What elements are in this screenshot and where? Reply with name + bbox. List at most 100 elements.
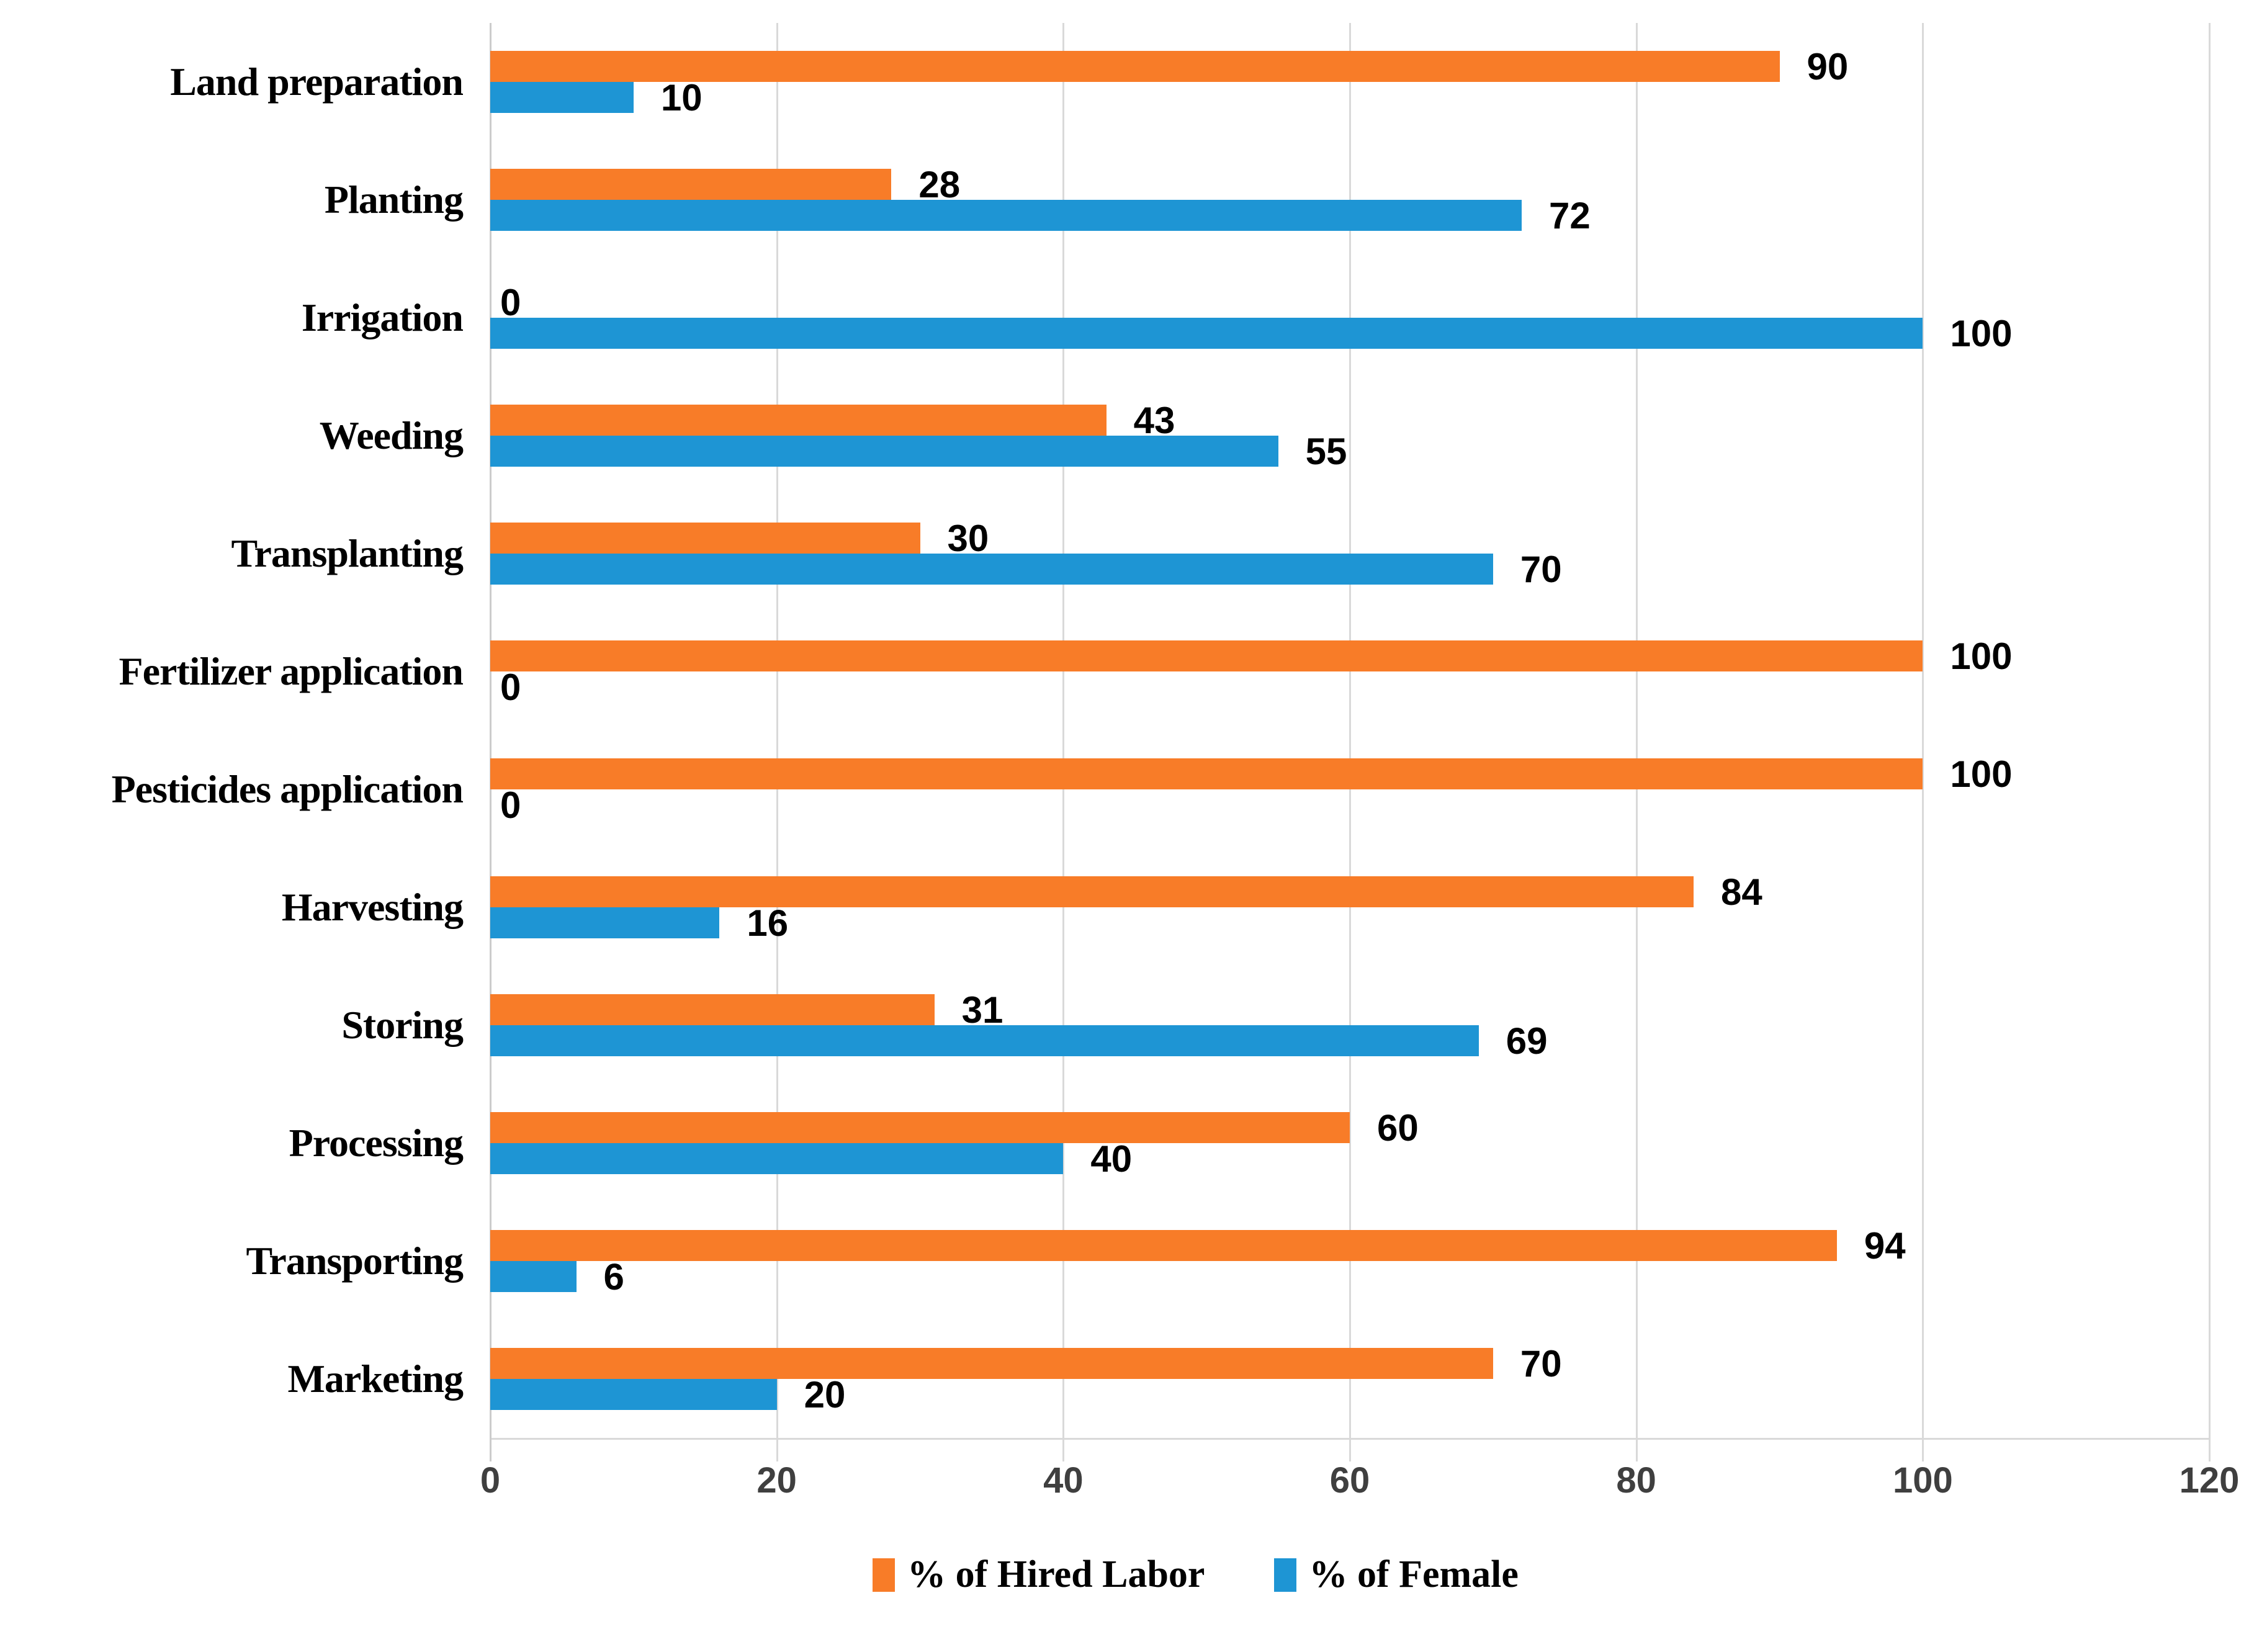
data-label: 100: [1950, 635, 2013, 677]
x-axis-tick-labels: 0 20 40 60 80 100 120: [480, 1460, 2240, 1509]
category-label: Processing: [289, 1121, 464, 1165]
bar-row: 31 69: [490, 966, 2209, 1084]
bar-line: 43: [490, 400, 2209, 441]
data-label: 31: [961, 989, 1003, 1031]
gridline: [1349, 23, 1351, 1461]
bar-line: 70: [490, 1343, 2209, 1385]
bar-line: 90: [490, 46, 2209, 88]
legend-label-female: % of Female: [1309, 1553, 1519, 1596]
category-label: Fertilizer application: [119, 649, 464, 694]
data-label: 40: [1090, 1138, 1133, 1180]
bar-row: 84 16: [490, 848, 2209, 966]
gridline: [2209, 23, 2211, 1461]
plot-area: 90 10 28 72 0 100 43 55 30 70 100 0 100 0 84 16 31 69 60 40…: [490, 23, 2211, 1461]
data-label: 0: [500, 281, 521, 323]
bar-line: 0: [490, 667, 2209, 708]
data-label: 69: [1506, 1020, 1548, 1062]
bar-hired-labor: [490, 169, 892, 200]
bar-line: 84: [490, 871, 2209, 913]
bar-line: 94: [490, 1225, 2209, 1267]
legend: % of Hired Labor % of Female: [62, 1553, 2267, 1597]
data-label: 70: [1520, 548, 1562, 590]
bar-row: 94 6: [490, 1202, 2209, 1320]
bar-line: 100: [490, 635, 2209, 677]
bar-hired-labor: [490, 523, 920, 554]
bar-line: 60: [490, 1107, 2209, 1149]
bar-line: 100: [490, 313, 2209, 354]
data-label: 60: [1377, 1107, 1419, 1149]
bar-female: [490, 1143, 1064, 1174]
bar-line: 28: [490, 164, 2209, 205]
bar-hired-labor: [490, 405, 1107, 436]
x-axis-tick-label: 0: [480, 1460, 501, 1501]
legend-swatch-female: [1274, 1558, 1297, 1592]
bar-row: 100 0: [490, 613, 2209, 730]
data-label: 6: [603, 1255, 624, 1298]
bar-line: 72: [490, 195, 2209, 236]
data-label: 43: [1133, 399, 1175, 441]
data-label: 0: [500, 784, 521, 826]
data-label: 94: [1864, 1224, 1906, 1267]
bar-line: 30: [490, 518, 2209, 559]
bar-female: [490, 1261, 577, 1292]
bar-row: 30 70: [490, 495, 2209, 613]
bar-row: 28 72: [490, 141, 2209, 259]
bar-row: 43 55: [490, 377, 2209, 495]
bar-line: 100: [490, 753, 2209, 795]
bar-line: 16: [490, 902, 2209, 944]
category-axis-labels: Land preparation Planting Irrigation Weedin…: [19, 23, 490, 1440]
x-axis-tick-label: 80: [1616, 1460, 1656, 1501]
x-axis-tick-label: 20: [756, 1460, 797, 1501]
bar-row: 0 100: [490, 259, 2209, 377]
bar-row: 90 10: [490, 23, 2209, 141]
bar-female: [490, 907, 720, 938]
data-label: 0: [500, 666, 521, 708]
gridline: [1922, 23, 1924, 1461]
legend-label-hired-labor: % of Hired Labor: [907, 1553, 1205, 1596]
bar-line: 6: [490, 1256, 2209, 1298]
bar-hired-labor: [490, 51, 1780, 82]
data-label: 55: [1305, 430, 1347, 472]
bar-hired-labor: [490, 640, 1923, 671]
category-label: Harvesting: [281, 885, 464, 930]
bar-hired-labor: [490, 876, 1694, 907]
data-label: 100: [1950, 753, 2013, 795]
bar-hired-labor: [490, 1348, 1493, 1379]
bar-female: [490, 1379, 777, 1410]
bar-line: 55: [490, 431, 2209, 472]
bar-hired-labor: [490, 1112, 1350, 1143]
category-label: Marketing: [287, 1357, 464, 1401]
bar-hired-labor: [490, 994, 935, 1025]
data-label: 30: [947, 517, 989, 559]
bar-row: 70 20: [490, 1320, 2209, 1438]
bar-hired-labor: [490, 1230, 1837, 1261]
data-label: 16: [747, 902, 789, 944]
bar-line: 10: [490, 77, 2209, 119]
category-label: Storing: [341, 1003, 464, 1048]
category-label: Transporting: [246, 1239, 464, 1283]
category-label: Weeding: [319, 413, 464, 458]
data-label: 28: [918, 163, 961, 205]
category-label: Land preparation: [170, 60, 464, 104]
x-axis-tick-label: 120: [2179, 1460, 2240, 1501]
x-axis-tick-label: 100: [1892, 1460, 1953, 1501]
bar-female: [490, 82, 634, 113]
bar-female: [490, 436, 1278, 467]
bar-female: [490, 554, 1493, 585]
bar-line: 0: [490, 282, 2209, 323]
bar-line: 70: [490, 549, 2209, 590]
category-label: Pesticides application: [111, 767, 464, 812]
category-label: Transplanting: [231, 531, 464, 576]
bar-female: [490, 200, 1522, 231]
bar-female: [490, 1025, 1479, 1056]
value-axis-line: [490, 23, 492, 1461]
data-label: 100: [1950, 312, 2013, 354]
gridline: [776, 23, 778, 1461]
data-label: 10: [660, 76, 703, 119]
legend-item-hired-labor: % of Hired Labor: [873, 1553, 1205, 1597]
data-label: 72: [1549, 194, 1591, 236]
bar-line: 0: [490, 784, 2209, 826]
bar-rows-layer: 90 10 28 72 0 100 43 55 30 70 100 0 100 0 84 16 31 69 60 40…: [490, 23, 2209, 1438]
bar-female: [490, 318, 1923, 349]
